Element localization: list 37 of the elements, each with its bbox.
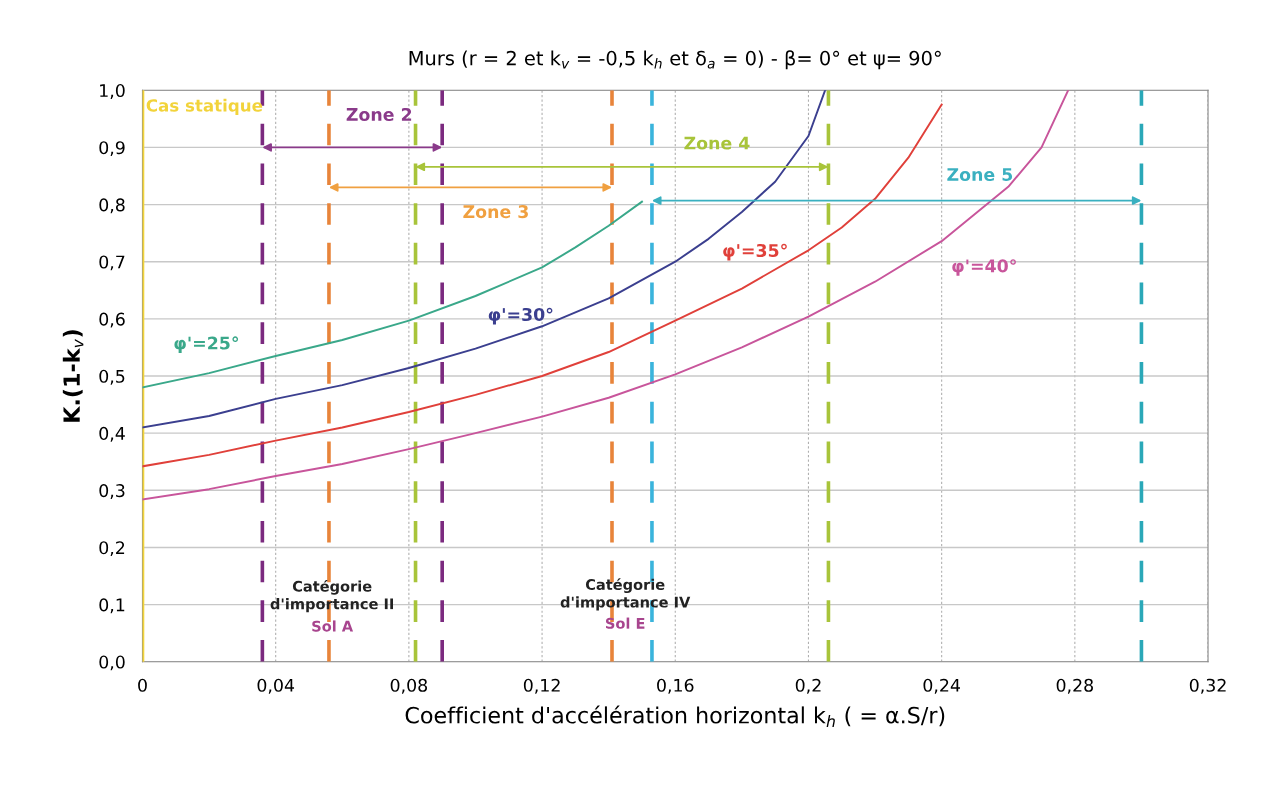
annotation: Zone 4 <box>684 136 750 150</box>
x-tick-label: 0,24 <box>923 678 961 694</box>
y-tick-label: 0,4 <box>99 426 125 442</box>
series-label: φ'=30° <box>488 307 553 325</box>
series-label: φ'=25° <box>174 336 239 353</box>
chart-title: Murs (r = 2 et k$_{v}$ = -0,5 k$_{h}$ et δ$_{a}$ = 0) - β= 0° et ψ= 90° <box>409 50 941 70</box>
x-tick-label: 0,16 <box>657 678 694 694</box>
x-tick-label: 0,28 <box>1056 678 1093 694</box>
ref-line-label: Cas statique <box>146 98 263 115</box>
y-tick-label: 0,8 <box>99 198 125 214</box>
line-series <box>142 90 1070 501</box>
x-axis-title: Coefficient d'accélération horizontal k$_{h}$ ( = α.S/r) <box>405 705 945 727</box>
annotation: Sol A <box>312 620 354 632</box>
y-tick-label: 0,0 <box>99 655 125 671</box>
line-series <box>142 90 827 429</box>
series-label: φ'=35° <box>723 243 787 261</box>
annotation: Zone 5 <box>947 168 1013 182</box>
x-tick-label: 0,32 <box>1189 678 1226 694</box>
y-tick-label: 0,1 <box>99 598 125 614</box>
line-series <box>142 200 643 389</box>
x-tick-label: 0,12 <box>523 678 560 694</box>
y-tick-label: 0,6 <box>99 312 125 328</box>
y-tick-label: 1,0 <box>100 83 125 99</box>
x-tick-label: 0 <box>138 678 147 692</box>
annotation: Zone 2 <box>346 107 412 122</box>
series-label: φ'=40° <box>952 259 1016 276</box>
y-tick-label: 0,7 <box>99 255 125 271</box>
y-tick-label: 0,3 <box>99 484 125 499</box>
annotation: Zone 3 <box>463 205 528 219</box>
x-tick-label: 0,08 <box>390 678 428 694</box>
y-tick-label: 0,9 <box>99 141 125 157</box>
x-tick-label: 0,2 <box>795 678 821 694</box>
annotation: Sol E <box>605 617 645 629</box>
y-axis-title: K.(1-k$_{v}$) <box>62 330 84 422</box>
x-tick-label: 0,04 <box>257 678 295 694</box>
y-tick-label: 0,2 <box>99 541 125 557</box>
y-tick-label: 0,5 <box>99 369 125 385</box>
